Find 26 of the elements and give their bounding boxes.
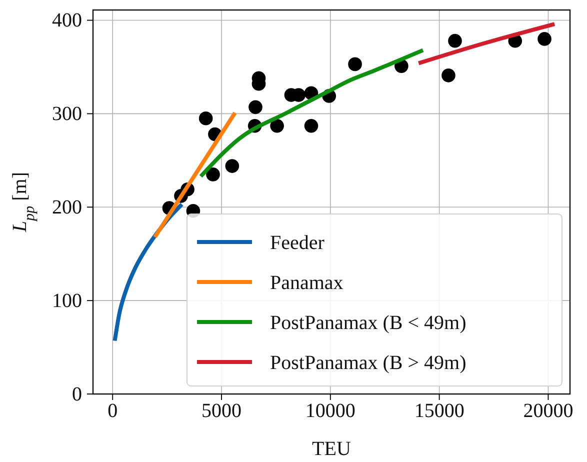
legend-label: PostPanamax (B < 49m) [270,312,466,334]
legend-label: PostPanamax (B > 49m) [270,352,466,374]
x-tick-label: 0 [108,400,118,422]
x-tick-label: 5000 [202,400,242,422]
x-tick-label: 10000 [305,400,356,422]
line-series [198,48,425,178]
legend-label: Feeder [270,232,325,254]
y-tick-label: 200 [52,196,82,219]
point [198,111,213,126]
point [442,68,456,82]
legend-label: Panamax [270,272,344,294]
point [206,168,220,182]
x-axis-title: TEU [312,438,352,460]
point [348,57,362,72]
x-tick-label: 20000 [523,400,574,422]
y-tick-label: 0 [72,383,82,406]
y-tick-label: 300 [52,103,82,126]
point [225,159,240,173]
x-tick-label: 15000 [414,400,464,422]
point [538,32,552,46]
point [304,118,318,133]
point [448,34,462,48]
y-tick-label: 400 [52,10,82,32]
point [270,118,284,133]
y-tick-label: 100 [52,290,82,312]
point [248,100,262,114]
